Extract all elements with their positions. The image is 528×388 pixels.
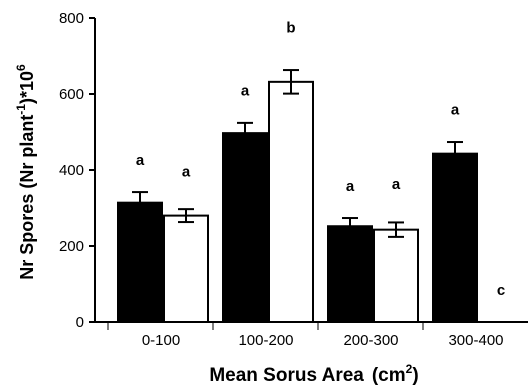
x-tick-label: 100-200 [238,332,293,349]
y-tick-label: 200 [59,238,84,255]
x-axis-title-unit-close: ) [412,365,418,386]
x-axis-title: Mean Sorus Area (cm2) [209,362,418,386]
significance-label: a [392,176,401,193]
x-axis-title-main: Mean Sorus Area [209,365,364,386]
y-axis-title-exp1: -1 [14,104,28,115]
y-axis-title: Nr Spores (Nr plant-1)*106 [14,64,37,280]
svg-text:Nr Spores (Nr plant-1)*106: Nr Spores (Nr plant-1)*106 [14,64,37,280]
bar [327,225,373,324]
significance-label: a [182,164,191,181]
significance-label: b [286,19,295,36]
x-tick-label: 200-300 [343,332,398,349]
y-axis-title-prefix: Nr Spores (Nr plant [17,115,37,280]
bar [163,214,209,324]
bar [373,228,419,323]
y-axis-title-mid: )*10 [17,71,37,104]
significance-labels: a a a a a b a c [136,19,505,299]
significance-label: c [497,282,505,299]
significance-label: a [346,178,355,195]
x-tick-label: 0-100 [142,332,180,349]
error-bars [132,69,463,238]
significance-label: a [241,83,250,100]
x-axis-title-unit: (cm [372,365,406,386]
bar [268,80,314,323]
bars [117,80,478,324]
x-tick-label: 300-400 [448,332,503,349]
bar [432,152,478,323]
y-tick-label: 400 [59,162,84,179]
significance-label: a [136,152,145,169]
significance-label: a [451,102,460,119]
y-tick-label: 800 [59,10,84,27]
bar [222,132,268,323]
x-axis-title-unit-exp: 2 [406,362,413,376]
y-tick-label: 0 [76,314,84,331]
y-tick-label: 600 [59,86,84,103]
bar [117,201,163,323]
y-axis-title-exp2: 6 [14,64,28,71]
